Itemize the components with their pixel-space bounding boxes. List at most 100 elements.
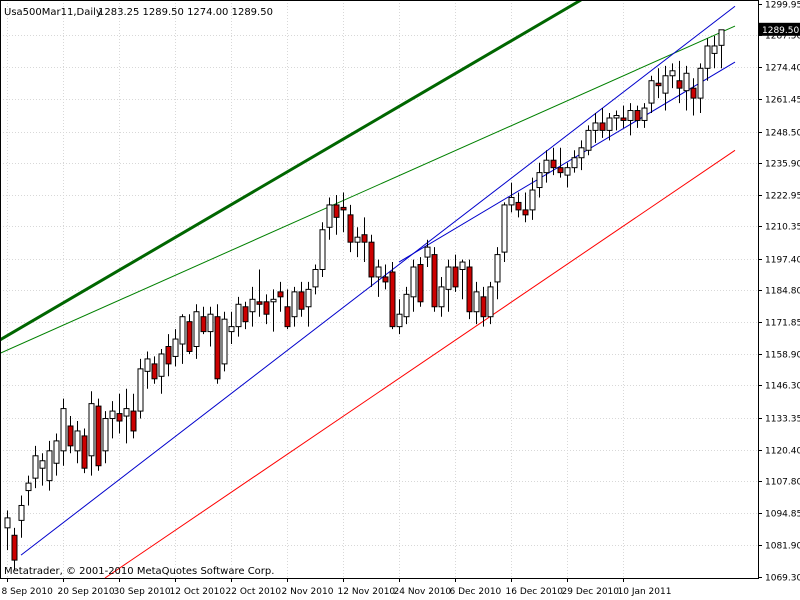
candle-body-up (158, 353, 165, 377)
candle (214, 304, 221, 384)
y-tick-label: 1184.80 (765, 287, 800, 297)
candle-body-up (606, 117, 613, 131)
candle-body-down (340, 206, 347, 211)
candle-body-up (718, 29, 725, 46)
candle (88, 391, 95, 476)
candle (95, 398, 102, 471)
candle (676, 60, 683, 104)
candle (32, 445, 39, 489)
candle-body-up (669, 70, 676, 77)
candle (571, 150, 578, 173)
candle-body-down (557, 167, 564, 174)
y-tick-label: 1094.85 (765, 510, 800, 520)
candle-body-up (193, 311, 200, 348)
candle-body-down (382, 276, 389, 283)
candle-body-down (165, 346, 172, 365)
candle-body-up (88, 403, 95, 457)
candle (648, 75, 655, 114)
candle (459, 259, 466, 300)
candle (291, 286, 298, 327)
candle (466, 259, 473, 320)
candle (186, 314, 193, 354)
candle (515, 192, 522, 218)
y-tick-label: 1107.80 (765, 478, 800, 488)
candle-body-down (452, 266, 459, 288)
candle-body-up (487, 286, 494, 318)
candle (137, 358, 144, 419)
candle (116, 393, 123, 434)
candle-body-down (298, 291, 305, 310)
x-tick-label: 30 Sep 2010 (114, 587, 171, 597)
candle-body-up (249, 298, 256, 313)
x-tick-label: 12 Oct 2010 (170, 587, 226, 597)
candle-body-up (438, 286, 445, 308)
candle (326, 197, 333, 240)
candle-body-up (312, 269, 319, 288)
candle-body-down (599, 122, 606, 131)
candle-body-up (354, 236, 361, 243)
current-price-label: 1289.50 (762, 26, 799, 36)
candle (179, 314, 186, 364)
candle-body-up (585, 129, 592, 151)
candle-body-up (613, 115, 620, 119)
y-tick-label: 1069.30 (765, 574, 800, 584)
candle-body-up (221, 318, 228, 365)
candle (53, 433, 60, 476)
candle (235, 296, 242, 337)
candle (410, 259, 417, 312)
candle (67, 416, 74, 454)
candle-body-up (711, 45, 718, 54)
candle-body-down (151, 363, 158, 380)
candle (613, 110, 620, 131)
candle-body-up (704, 45, 711, 69)
candle (697, 63, 704, 114)
candle (655, 68, 662, 99)
candle (151, 356, 158, 384)
candle-body-down (389, 271, 396, 328)
candle (305, 281, 312, 327)
candle-body-down (417, 264, 424, 303)
candle-body-up (375, 266, 382, 278)
candle-body-up (144, 358, 151, 372)
x-tick-label: 20 Sep 2010 (58, 587, 115, 597)
candle (39, 453, 46, 486)
candle-body-down (347, 214, 354, 243)
candle-body-up (228, 326, 235, 333)
candle (11, 527, 18, 571)
candle-body-up (102, 418, 109, 452)
x-tick-label: 29 Dec 2010 (562, 587, 620, 597)
candle-body-up (445, 266, 452, 290)
candle-body-up (53, 440, 60, 464)
candle-body-down (67, 425, 74, 447)
candle-body-up (46, 450, 53, 482)
candle (578, 140, 585, 171)
candle-body-up (641, 107, 648, 121)
candle-body-up (109, 410, 116, 420)
candle-layer (4, 29, 725, 571)
candle-body-down (200, 316, 207, 333)
y-tick-label: 1081.90 (765, 542, 800, 552)
candle-body-down (130, 410, 137, 432)
candle (312, 264, 319, 295)
candle (375, 259, 382, 297)
candle (60, 398, 67, 466)
y-tick-label: 1197.40 (765, 256, 800, 266)
candle (18, 495, 25, 538)
copyright-label: Metatrader, © 2001-2010 MetaQuotes Softw… (4, 566, 274, 577)
candle-body-down (186, 321, 193, 352)
ohlc-values-label: 1283.25 1289.50 1274.00 1289.50 (98, 7, 273, 18)
candle (431, 247, 438, 312)
candle (536, 162, 543, 198)
candle-body-down (620, 117, 627, 121)
candle (165, 334, 172, 377)
x-tick-label: 16 Dec 2010 (506, 587, 564, 597)
trendline (104, 149, 736, 579)
candle-body-up (578, 147, 585, 159)
candle (529, 177, 536, 220)
candle-body-up (473, 291, 480, 313)
candle (543, 150, 550, 183)
candle (270, 289, 277, 332)
candle-body-up (25, 482, 32, 492)
